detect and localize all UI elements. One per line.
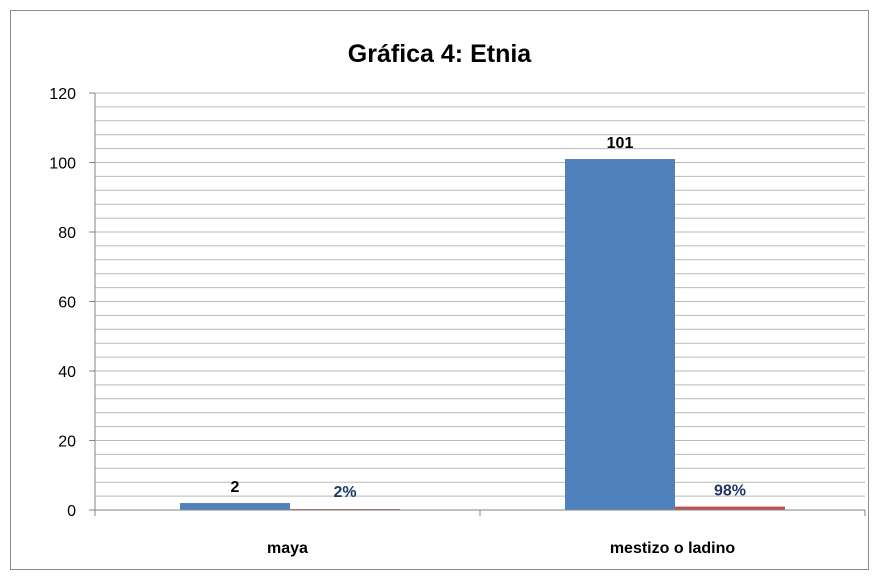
y-tick-label: 20 [58,434,76,451]
bar [675,506,785,510]
bar [180,503,290,510]
bar [565,159,675,510]
y-tick-label: 0 [67,503,76,520]
data-label: 101 [607,135,634,152]
x-tick-label: mestizo o ladino [610,540,736,557]
y-tick-label: 100 [49,156,76,173]
chart-title: Gráfica 4: Etnia [347,40,532,68]
y-tick-label: 80 [58,225,76,242]
data-label: 98% [714,483,746,500]
data-label: 2% [333,484,356,501]
data-label: 2 [231,479,240,496]
y-tick-label: 120 [49,86,76,103]
x-tick-label: maya [267,540,308,557]
y-tick-label: 60 [58,295,76,312]
chart-frame [10,10,869,570]
y-tick-label: 40 [58,364,76,381]
